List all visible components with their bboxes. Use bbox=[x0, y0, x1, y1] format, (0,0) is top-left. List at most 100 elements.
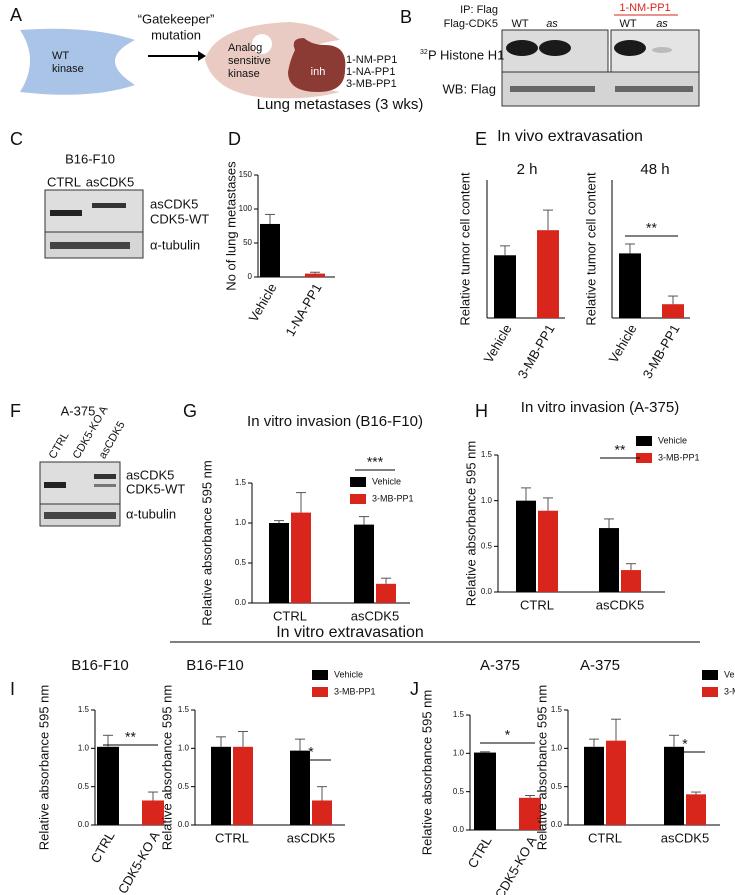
x-tick-label: CTRL bbox=[465, 834, 495, 871]
y-tick-label: 1.0 bbox=[453, 748, 465, 757]
bar bbox=[662, 304, 684, 318]
notch bbox=[252, 34, 272, 54]
band bbox=[510, 86, 595, 92]
significance-label: ** bbox=[125, 729, 136, 745]
y-axis-label: Relative absorbance 595 nm bbox=[36, 685, 51, 851]
bar bbox=[494, 255, 516, 318]
label: kinase bbox=[52, 63, 84, 75]
label: 3-MB-PP1 bbox=[346, 78, 397, 90]
band bbox=[614, 40, 646, 56]
x-tick-label: asCDK5 bbox=[596, 597, 644, 612]
label: inh bbox=[311, 66, 326, 78]
y-tick-label: 1.0 bbox=[235, 518, 247, 527]
y-tick-label: 0.5 bbox=[178, 782, 190, 791]
chart-title: 2 h bbox=[517, 161, 538, 178]
y-tick-label: 0.0 bbox=[78, 820, 90, 829]
label: 1-NM-PP1 bbox=[346, 54, 397, 66]
y-tick-label: 0 bbox=[248, 272, 253, 281]
label: 1-NA-PP1 bbox=[346, 66, 396, 78]
x-tick-label: Vehicle bbox=[246, 281, 280, 325]
y-axis-label: Relative absorbance 595 nm bbox=[159, 685, 174, 851]
legend-label: 3-MB-PP1 bbox=[658, 452, 700, 462]
arrow-head bbox=[198, 51, 206, 61]
y-tick-label: 0.5 bbox=[453, 787, 465, 796]
legend-label: 3-MB-PP1 bbox=[334, 686, 376, 696]
chart-title: A-375 bbox=[580, 657, 620, 674]
cell-line: B16-F10 bbox=[65, 151, 115, 166]
bar bbox=[538, 510, 558, 592]
chart-title: 48 h bbox=[640, 161, 669, 178]
y-axis-label: Relative absorbance 595 nm bbox=[199, 460, 214, 626]
x-tick-label: CTRL bbox=[273, 608, 307, 623]
lane-label: as bbox=[546, 18, 558, 30]
y-tick-label: 150 bbox=[239, 170, 253, 179]
lane-label: WT bbox=[511, 18, 528, 30]
bar bbox=[584, 746, 604, 825]
band bbox=[506, 40, 538, 56]
legend-swatch bbox=[350, 494, 366, 504]
legend-label: Vehicle bbox=[372, 476, 401, 486]
bar bbox=[142, 800, 164, 825]
bar bbox=[354, 524, 374, 603]
band bbox=[50, 210, 82, 216]
bar bbox=[516, 500, 536, 592]
x-tick-label: CTRL bbox=[88, 829, 118, 866]
bar bbox=[664, 746, 684, 825]
label: Flag-CDK5 bbox=[444, 18, 498, 30]
band bbox=[652, 47, 672, 53]
bar bbox=[260, 223, 280, 277]
bar bbox=[537, 230, 559, 318]
y-tick-label: 1.5 bbox=[235, 478, 247, 487]
chart-title: In vitro invasion (A-375) bbox=[521, 399, 679, 416]
y-tick-label: 0.5 bbox=[78, 782, 90, 791]
y-axis-label: Relative tumor cell content bbox=[457, 172, 472, 326]
panel-letter: G bbox=[183, 401, 197, 421]
x-tick-label: 3-MB-PP1 bbox=[640, 322, 683, 381]
legend-label: 3-MB-PP1 bbox=[372, 493, 414, 503]
significance-label: * bbox=[308, 744, 314, 760]
y-axis-label: No of lung metastases bbox=[223, 161, 238, 291]
y-tick-label: 0.0 bbox=[453, 825, 465, 834]
cell-line: A-375 bbox=[61, 403, 96, 418]
x-tick-label: CDK5-KO A bbox=[492, 833, 540, 895]
bar bbox=[211, 746, 231, 825]
label: mutation bbox=[151, 27, 201, 42]
x-tick-label: CTRL bbox=[520, 597, 554, 612]
y-tick-label: 0.0 bbox=[481, 587, 493, 596]
bar bbox=[290, 750, 310, 825]
y-tick-label: 0.0 bbox=[178, 820, 190, 829]
label: Analog bbox=[228, 42, 262, 54]
y-tick-label: 1.5 bbox=[551, 705, 563, 714]
y-tick-label: 1.5 bbox=[481, 450, 493, 459]
significance-label: * bbox=[682, 736, 688, 752]
bar bbox=[686, 794, 706, 825]
y-tick-label: 0.5 bbox=[235, 558, 247, 567]
wt-kinase-shape bbox=[20, 28, 135, 95]
bar bbox=[312, 800, 332, 825]
panel-letter: I bbox=[10, 679, 15, 699]
band bbox=[44, 482, 66, 488]
label: IP: Flag bbox=[460, 4, 498, 16]
bar bbox=[474, 752, 496, 830]
y-tick-label: 1.0 bbox=[178, 743, 190, 752]
legend-swatch bbox=[636, 453, 652, 463]
label: WB: Flag bbox=[443, 81, 496, 96]
chart-title: B16-F10 bbox=[71, 657, 129, 674]
bar bbox=[519, 797, 541, 830]
y-axis-label: Relative absorbance 595 nm bbox=[419, 690, 434, 856]
y-tick-label: 1.0 bbox=[481, 496, 493, 505]
bar bbox=[621, 570, 641, 592]
y-axis-label: Relative tumor cell content bbox=[583, 172, 598, 326]
band bbox=[50, 242, 130, 249]
superscript: 32 bbox=[420, 49, 428, 56]
legend-swatch bbox=[312, 670, 328, 680]
legend-swatch bbox=[702, 670, 718, 680]
y-tick-label: 1.5 bbox=[78, 705, 90, 714]
bar bbox=[619, 253, 641, 318]
x-tick-label: 3-MB-PP1 bbox=[515, 322, 558, 381]
x-tick-label: CTRL bbox=[215, 830, 249, 845]
panel-letter: E bbox=[475, 129, 487, 149]
y-tick-label: 50 bbox=[243, 238, 252, 247]
y-tick-label: 100 bbox=[239, 204, 253, 213]
